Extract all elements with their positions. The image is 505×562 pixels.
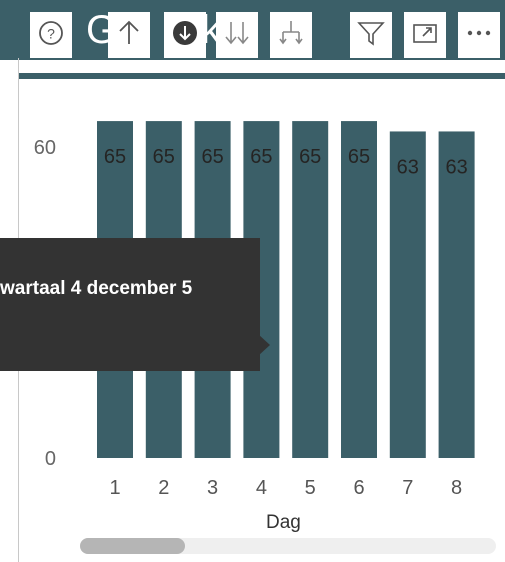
bar-7[interactable]: [389, 131, 426, 458]
y-tick-label: 60: [34, 137, 56, 159]
more-options-button[interactable]: [458, 12, 500, 58]
bar-8[interactable]: [438, 131, 475, 458]
expand-next-level-button[interactable]: [270, 12, 312, 58]
drill-down-on-icon: [170, 18, 200, 53]
x-axis-title: Dag: [266, 512, 301, 533]
focus-mode-button[interactable]: [404, 12, 446, 58]
tooltip: wartaal 4 december 5: [0, 238, 260, 371]
x-tick-label: 5: [305, 477, 316, 499]
more-options-icon: [464, 18, 494, 53]
data-label: 63: [397, 156, 419, 178]
x-tick-label: 8: [451, 477, 462, 499]
data-label: 65: [104, 146, 126, 168]
help-button[interactable]: ?: [30, 12, 72, 58]
x-tick-label: 6: [353, 477, 364, 499]
drill-up-icon: [114, 18, 144, 53]
data-label: 65: [299, 146, 321, 168]
help-icon: ?: [36, 18, 66, 53]
focus-mode-icon: [410, 18, 440, 53]
x-tick-label: 7: [402, 477, 413, 499]
tooltip-text: wartaal 4 december 5: [0, 278, 193, 299]
bar-5[interactable]: [292, 121, 329, 458]
drill-up-button[interactable]: [108, 12, 150, 58]
svg-text:?: ?: [47, 25, 55, 41]
data-label: 65: [250, 146, 272, 168]
data-label: 63: [445, 156, 467, 178]
expand-next-level-icon: [276, 18, 306, 53]
data-label: 65: [153, 146, 175, 168]
drill-down-toggle-button[interactable]: [164, 12, 206, 58]
x-tick-label: 3: [207, 477, 218, 499]
filter-button[interactable]: [350, 12, 392, 58]
expand-all-down-icon: [222, 18, 252, 53]
x-tick-label: 2: [158, 477, 169, 499]
expand-all-down-button[interactable]: [216, 12, 258, 58]
tooltip-pointer: [258, 334, 270, 356]
x-tick-label: 1: [109, 477, 120, 499]
y-tick-label: 0: [45, 448, 56, 470]
x-tick-label: 4: [256, 477, 267, 499]
title-underline: [18, 73, 505, 79]
bar-6[interactable]: [341, 121, 377, 458]
title-strip-left: [0, 0, 18, 60]
filter-icon: [356, 18, 386, 53]
data-label: 65: [348, 146, 370, 168]
data-label: 65: [201, 146, 223, 168]
scrollbar-thumb[interactable]: [80, 538, 185, 554]
